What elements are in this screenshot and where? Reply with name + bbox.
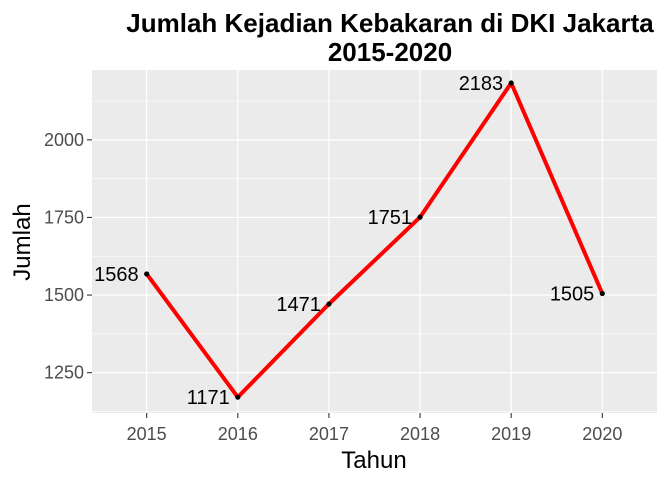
x-tick-label: 2015 — [127, 424, 167, 444]
data-point — [235, 394, 241, 400]
data-points — [144, 80, 605, 400]
x-tick-label: 2020 — [582, 424, 622, 444]
data-label: 1171 — [187, 387, 230, 409]
data-label: 1505 — [550, 283, 595, 305]
x-tick-label: 2017 — [309, 424, 349, 444]
data-labels: 1568 1171 1471 1751 2183 1505 — [94, 73, 594, 409]
y-tick-label: 1500 — [44, 285, 84, 305]
chart-title-line1: Jumlah Kejadian Kebakaran di DKI Jakarta — [126, 8, 654, 38]
data-label: 1568 — [94, 264, 139, 286]
x-axis-title: Tahun — [341, 447, 406, 474]
y-tick-label: 2000 — [44, 130, 84, 150]
data-point — [508, 80, 514, 86]
grid-major — [92, 70, 657, 413]
data-label: 2183 — [459, 73, 504, 95]
y-tick-label: 1750 — [44, 207, 84, 227]
data-point — [144, 271, 150, 277]
y-tick-label: 1250 — [44, 363, 84, 383]
series-line — [144, 81, 605, 400]
x-tick-label: 2016 — [218, 424, 258, 444]
y-axis-title: Jumlah — [9, 203, 36, 280]
data-point — [599, 290, 605, 297]
data-label: 1751 — [368, 207, 413, 229]
grid-minor — [92, 100, 657, 412]
plot-panel — [92, 70, 657, 413]
data-label: 1471 — [276, 294, 321, 316]
data-point — [417, 214, 423, 220]
chart-title-line2: 2015-2020 — [328, 37, 452, 67]
x-axis: 2015 2016 2017 2018 2019 2020 — [127, 413, 622, 444]
x-tick-label: 2018 — [400, 424, 440, 444]
x-tick-label: 2019 — [491, 424, 531, 444]
data-point — [326, 301, 332, 307]
y-axis: 1250 1500 1750 2000 — [44, 130, 92, 383]
